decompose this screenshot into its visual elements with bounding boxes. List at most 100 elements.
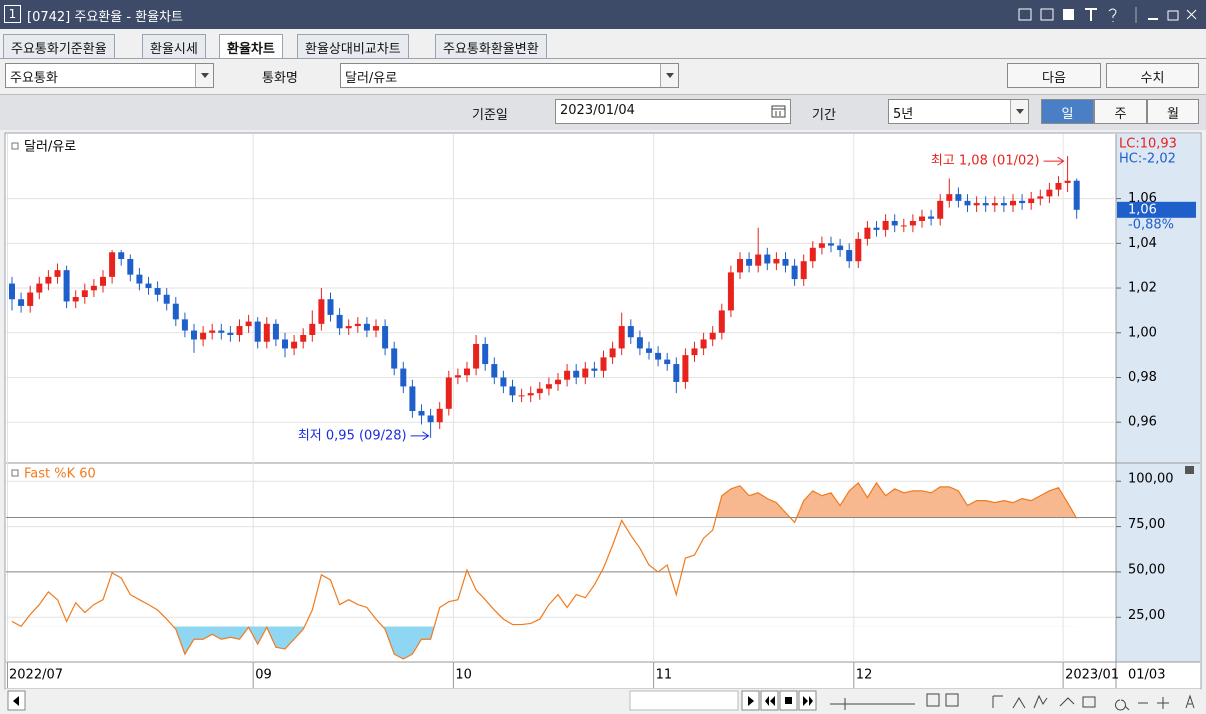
candle-body — [764, 254, 771, 264]
oversold-fill — [12, 626, 1077, 660]
tab[interactable]: 주요통화기준환율 — [3, 34, 115, 59]
candle-body — [773, 258, 780, 264]
hc-label: HC:-2,02 — [1119, 152, 1176, 167]
candle-body — [609, 348, 616, 358]
candle-body — [691, 348, 698, 356]
panel-close[interactable] — [1185, 466, 1194, 474]
window-number: 1 — [4, 5, 21, 23]
group-select[interactable]: 주요통화 — [5, 63, 214, 88]
candle-body — [509, 386, 516, 396]
candle-body — [500, 377, 507, 387]
candle-body — [72, 296, 79, 302]
candle-body — [127, 258, 134, 275]
candle-body — [582, 368, 589, 378]
candle-body — [1000, 203, 1007, 206]
oscillator-line — [11, 481, 1078, 660]
candle-body — [855, 238, 862, 262]
interval-button[interactable]: 주 — [1094, 99, 1147, 124]
last-price-box — [1117, 201, 1196, 218]
candle-body — [473, 343, 480, 369]
tab[interactable]: 주요통화환율변환 — [435, 34, 547, 59]
candle-body — [391, 348, 398, 369]
candle-body — [373, 326, 379, 331]
candle-body — [1019, 200, 1026, 204]
candle-body — [272, 323, 279, 340]
candle-body — [709, 332, 716, 340]
candle-body — [591, 368, 598, 371]
candle-body — [682, 355, 689, 382]
candle-body — [409, 386, 416, 412]
candle-body — [928, 216, 935, 219]
candle-body — [282, 339, 288, 349]
title-bar: 1 [0742] 주요환율 - 환율차트 — [0, 0, 1206, 29]
date-input[interactable]: 2023/01/04 — [555, 99, 791, 124]
candles — [9, 156, 1080, 438]
candle-body — [27, 292, 34, 306]
candle-body — [345, 326, 352, 329]
candle-body — [318, 299, 325, 324]
change-label: -0,88% — [1128, 217, 1174, 232]
tab[interactable]: 환율차트 — [219, 34, 283, 59]
candle-body — [81, 290, 88, 297]
high-annotation: 최고 1,08 (01/02) — [931, 154, 1040, 169]
tab-rule — [0, 58, 1206, 59]
candle-body — [181, 319, 188, 331]
candle-body — [946, 194, 953, 201]
candle-body — [973, 203, 980, 206]
candle-body — [236, 326, 243, 336]
date-value: 2023/01/04 — [560, 103, 635, 118]
scroll-toolbar — [5, 689, 1201, 713]
candle-body — [1064, 180, 1071, 183]
candle-body — [482, 343, 489, 365]
candle-body — [900, 225, 907, 227]
tool-icons[interactable] — [830, 693, 1195, 711]
interval-button[interactable]: 월 — [1147, 99, 1199, 124]
candle-body — [300, 335, 307, 342]
candle-body — [1028, 198, 1035, 204]
tab[interactable]: 환율상대비교차트 — [297, 34, 409, 59]
panel-title: Fast %K 60 — [24, 467, 96, 482]
candle-body — [1055, 182, 1062, 190]
y-tick-label: 1,02 — [1128, 281, 1157, 296]
candle-body — [564, 370, 571, 380]
next-button[interactable]: 다음 — [1007, 63, 1101, 88]
candle-body — [172, 303, 179, 320]
candle-body — [800, 261, 807, 280]
calendar-icon[interactable] — [771, 104, 786, 118]
tab[interactable]: 환율시세 — [142, 34, 206, 59]
candle-body — [118, 252, 125, 259]
interval-button[interactable]: 일 — [1041, 99, 1094, 124]
y-tick-label: 0,96 — [1128, 415, 1157, 430]
chart-frame — [4, 132, 1202, 690]
high-arrow — [1043, 156, 1065, 166]
candle-body — [527, 393, 534, 396]
candle-body — [400, 368, 407, 387]
period-select[interactable]: 5년 — [888, 99, 1029, 124]
scroll-thumb[interactable] — [629, 690, 739, 711]
x-tick-label: 09 — [255, 668, 272, 683]
candle-body — [837, 245, 844, 251]
numbers-button[interactable]: 수치 — [1106, 63, 1199, 88]
candle-body — [227, 332, 234, 336]
candle-body — [100, 276, 106, 286]
candle-body — [200, 332, 207, 340]
candle-body — [1046, 189, 1053, 197]
y-tick-label: 25,00 — [1128, 608, 1165, 623]
candle-body — [245, 321, 252, 327]
last-price-label: 1,06 — [1128, 202, 1157, 217]
candle-body — [846, 250, 853, 262]
window-buttons[interactable] — [1015, 5, 1200, 25]
candle-body — [54, 270, 61, 277]
x-tick-label: 10 — [455, 668, 472, 683]
candle-body — [955, 194, 962, 201]
candle-body — [791, 265, 798, 280]
currency-select[interactable]: 달러/유로 — [340, 63, 679, 88]
playback-buttons[interactable] — [741, 690, 817, 711]
x-tick-label: 12 — [856, 668, 873, 683]
candle-body — [864, 227, 871, 239]
panel-title: 달러/유로 — [24, 140, 76, 155]
candle-body — [354, 323, 361, 327]
candle-body — [518, 395, 525, 397]
